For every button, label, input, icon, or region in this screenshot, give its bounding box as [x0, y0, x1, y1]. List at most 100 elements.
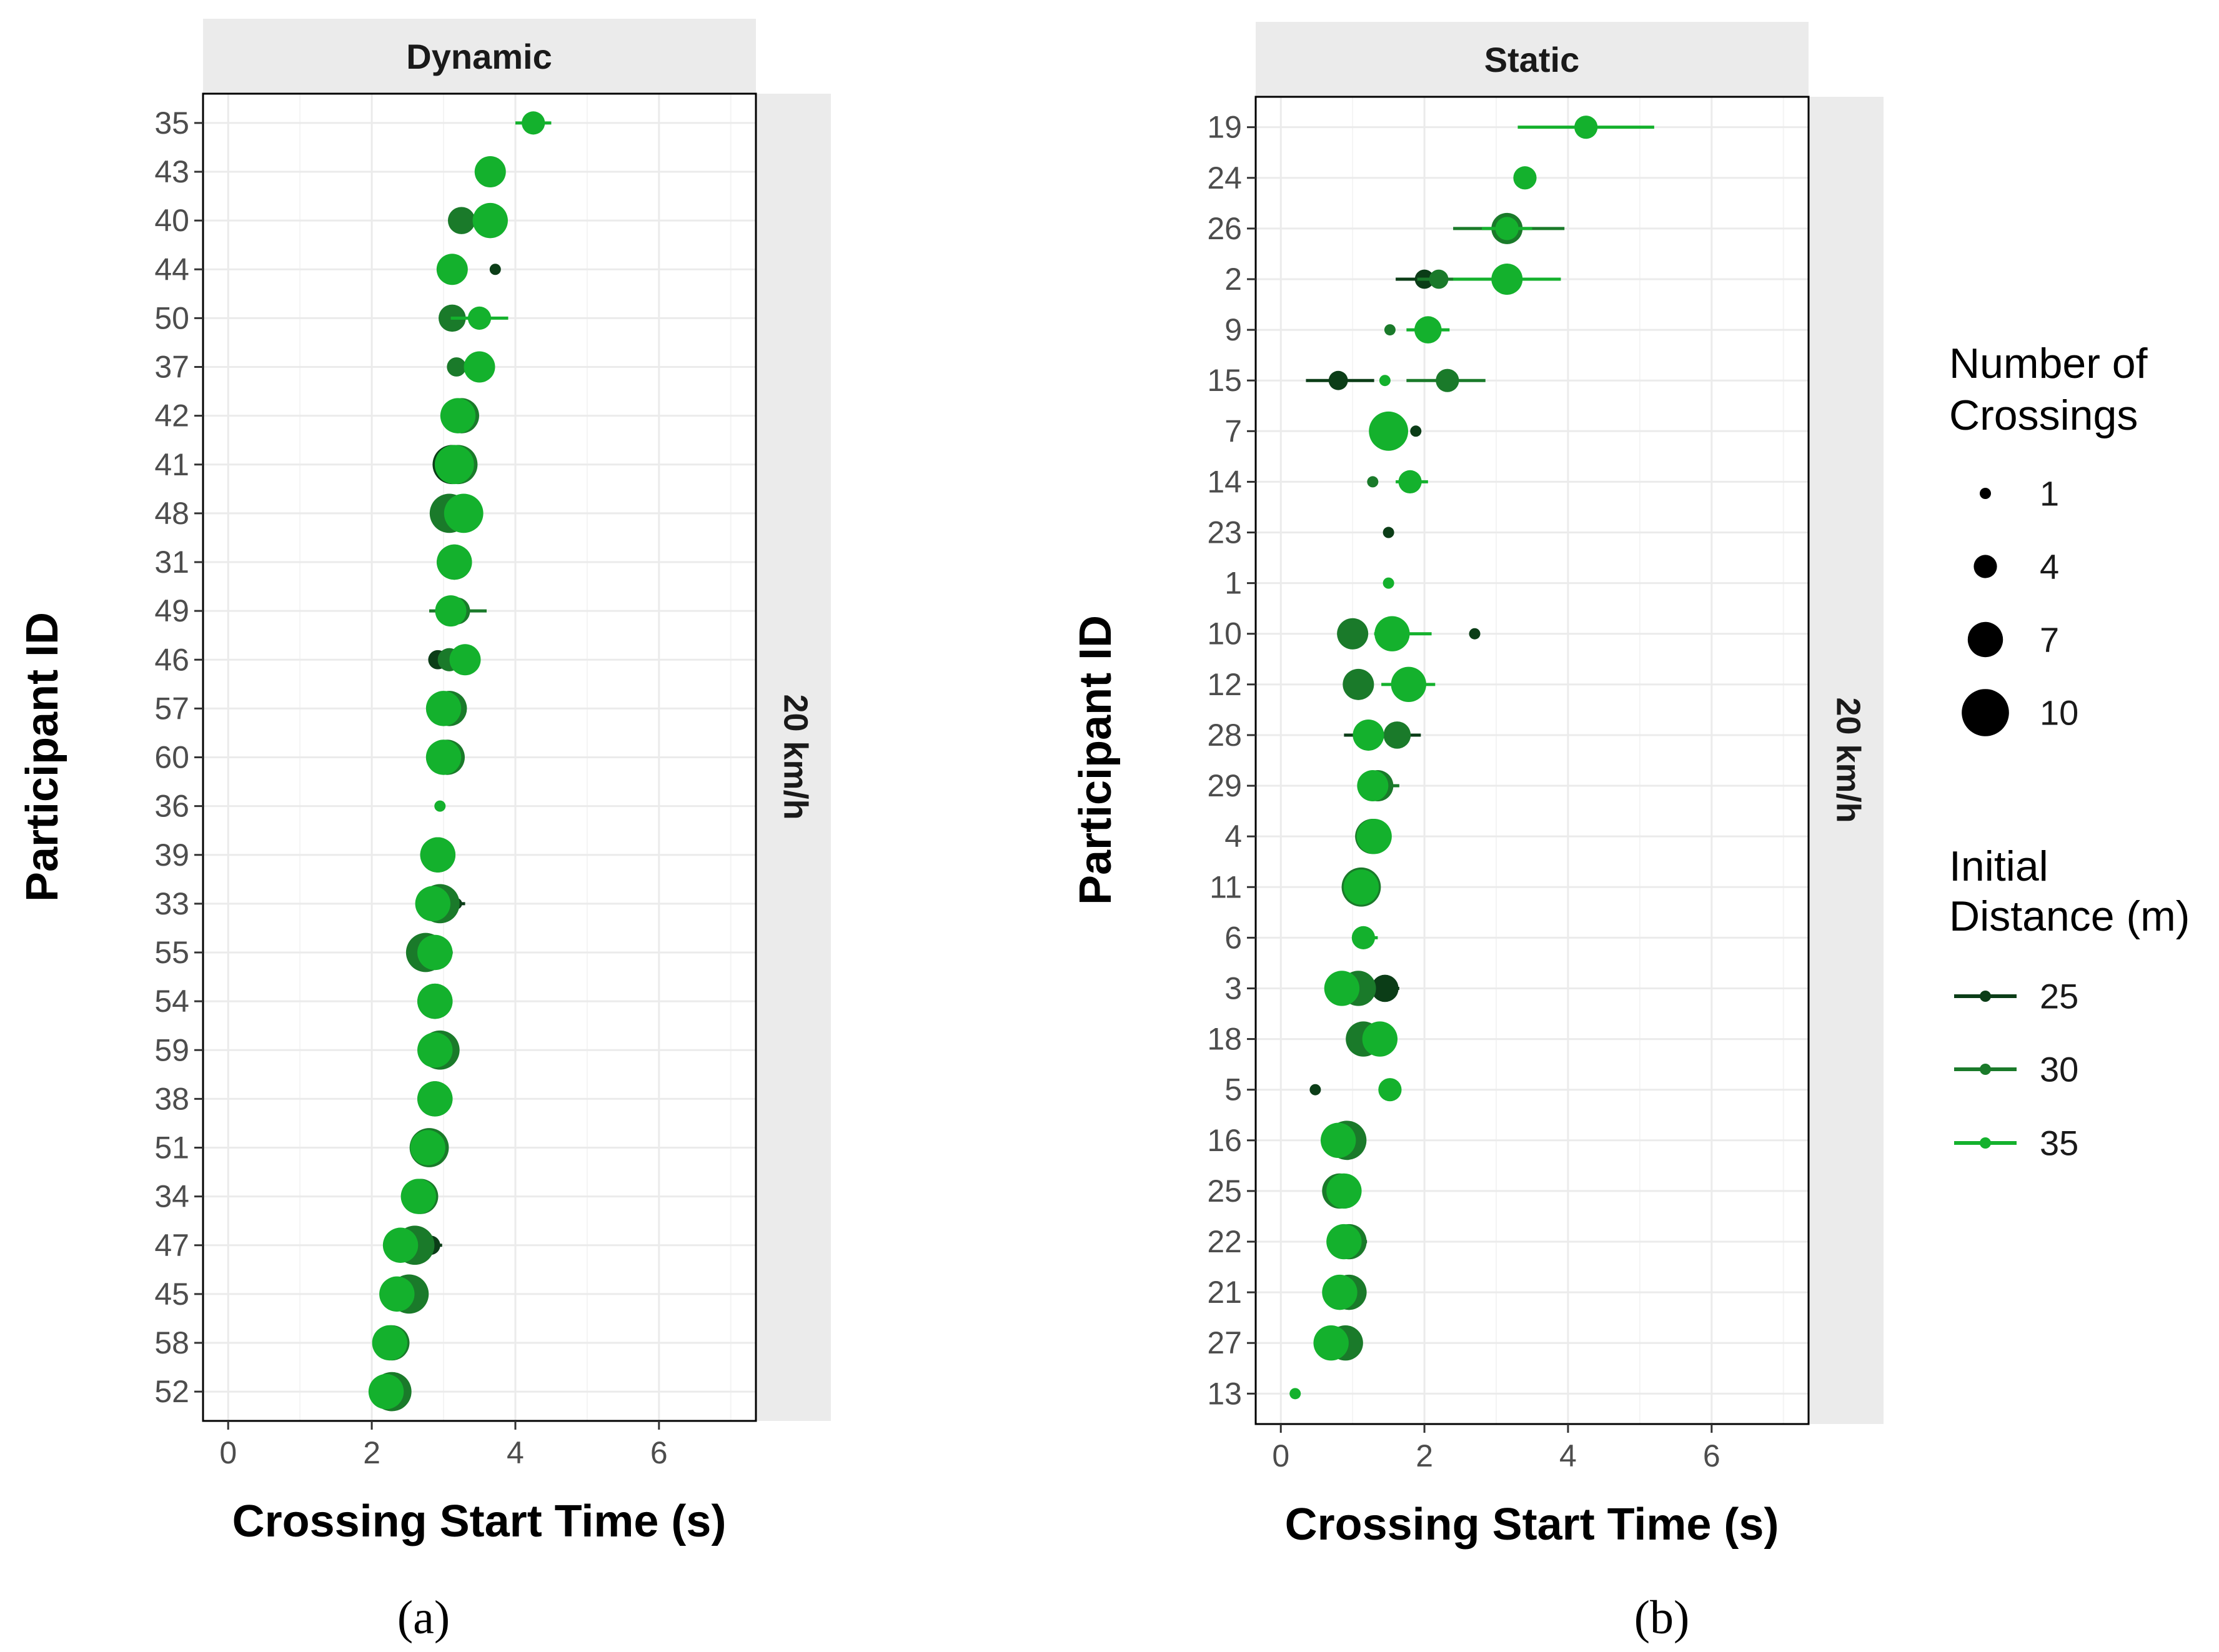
y-tick-label: 60 [154, 740, 189, 775]
panel-title-static: Static [1484, 40, 1580, 79]
color-legend-title-line1: Initial [1949, 843, 2048, 890]
size-legend-title-line2: Crossings [1949, 392, 2138, 439]
point-static-7-d25 [1410, 425, 1422, 437]
point-dynamic-39-d35 [420, 837, 456, 873]
point-dynamic-44-d35 [436, 254, 468, 285]
point-static-12-d35 [1391, 666, 1427, 703]
point-static-3-d35 [1324, 971, 1360, 1006]
point-static-2-d35 [1491, 263, 1523, 295]
size-legend-title-line1: Number of [1949, 340, 2148, 387]
point-static-29-d35 [1357, 770, 1389, 802]
panel-label-a: (a) [397, 1591, 450, 1644]
point-dynamic-54-d35 [417, 983, 453, 1019]
point-static-10-d35 [1374, 616, 1410, 651]
x-tick-label: 2 [1416, 1438, 1433, 1473]
y-tick-label: 43 [154, 154, 189, 189]
point-dynamic-42-d35 [440, 398, 476, 433]
size-legend-keys: 1 4 7 10 [1962, 474, 2078, 736]
y-tick-label: 25 [1207, 1174, 1242, 1209]
y-tick-label: 37 [154, 350, 189, 385]
point-static-9-d35 [1414, 316, 1442, 344]
facet-strip-dynamic [756, 94, 831, 1421]
point-static-19-d35 [1574, 116, 1598, 139]
panel-static: Static 20 km/h 1924262915714231101228294… [1071, 22, 1884, 1644]
point-dynamic-44-d25 [489, 264, 501, 275]
x-tick-label: 0 [219, 1435, 237, 1470]
point-dynamic-37-d35 [464, 351, 495, 383]
y-tick-label: 7 [1224, 413, 1242, 448]
y-tick-label: 39 [154, 838, 189, 873]
point-static-15-d25 [1328, 370, 1348, 390]
point-dynamic-31-d35 [437, 544, 472, 580]
point-static-5-d25 [1309, 1084, 1321, 1096]
y-tick-label: 24 [1207, 161, 1242, 195]
point-dynamic-36-d35 [434, 800, 446, 812]
y-tick-label: 3 [1224, 971, 1242, 1006]
point-dynamic-40-d30 [447, 207, 475, 234]
y-tick-label: 14 [1207, 464, 1242, 499]
y-tick-label: 9 [1224, 312, 1242, 347]
size-key-4 [1973, 555, 1997, 578]
color-key-label: 30 [2040, 1050, 2078, 1089]
x-axis-title-dynamic: Crossing Start Time (s) [232, 1496, 727, 1546]
point-static-14-d35 [1398, 470, 1422, 494]
point-static-28-d30 [1383, 721, 1411, 749]
x-tick-labels-dynamic: 0 2 4 6 [219, 1421, 668, 1470]
point-dynamic-50-d35 [467, 306, 492, 330]
y-tick-label: 2 [1224, 262, 1242, 297]
y-tick-label: 31 [154, 545, 189, 580]
point-static-24-d35 [1513, 166, 1537, 190]
facet-label-dynamic: 20 km/h [777, 694, 815, 819]
point-static-2-d30 [1429, 269, 1449, 289]
y-tick-label: 59 [154, 1032, 189, 1067]
panel-label-b: (b) [1634, 1591, 1690, 1644]
y-tick-label: 49 [154, 593, 189, 628]
point-dynamic-57-d35 [425, 691, 462, 726]
point-dynamic-43-d35 [474, 156, 506, 187]
y-tick-label: 11 [1209, 869, 1242, 904]
point-static-23-d25 [1383, 527, 1394, 538]
point-dynamic-49-d35 [435, 595, 467, 627]
point-static-22-d35 [1326, 1224, 1362, 1260]
point-static-15-d35 [1379, 375, 1391, 387]
point-static-27-d35 [1313, 1325, 1349, 1361]
point-static-25-d35 [1326, 1173, 1362, 1209]
panel-title-dynamic: Dynamic [406, 37, 552, 76]
y-tick-label: 50 [154, 300, 189, 335]
y-axis-title-dynamic: Participant ID [17, 612, 67, 902]
point-static-11-d35 [1343, 869, 1379, 905]
point-dynamic-45-d35 [379, 1276, 415, 1312]
y-tick-label: 12 [1207, 667, 1242, 702]
y-tick-label: 34 [154, 1179, 189, 1214]
y-tick-label: 46 [154, 642, 189, 677]
title-strip-dynamic [203, 19, 756, 94]
y-tick-label: 38 [154, 1081, 189, 1116]
y-tick-label: 22 [1207, 1224, 1242, 1259]
y-tick-label: 28 [1207, 718, 1242, 753]
size-key-7 [1967, 621, 2003, 658]
point-dynamic-35-d35 [522, 111, 545, 135]
plot-border-static [1254, 96, 1810, 1425]
point-static-18-d35 [1362, 1021, 1398, 1057]
size-key-label: 7 [2040, 620, 2059, 660]
x-tick-labels-static: 0 2 4 6 [1272, 1424, 1720, 1473]
y-tick-label: 6 [1224, 920, 1242, 955]
y-tick-label: 54 [154, 984, 189, 1019]
point-dynamic-41-d35 [434, 445, 474, 485]
color-key-dot-35 [1980, 1137, 1991, 1149]
y-tick-label: 57 [154, 691, 189, 726]
y-tick-label: 13 [1207, 1376, 1242, 1411]
y-tick-label: 52 [154, 1374, 189, 1409]
point-static-4-d35 [1356, 818, 1392, 854]
size-key-label: 4 [2040, 547, 2059, 586]
point-dynamic-46-d35 [449, 644, 481, 676]
y-tick-label: 45 [154, 1277, 189, 1312]
color-key-dot-30 [1980, 1064, 1991, 1075]
y-tick-label: 16 [1207, 1123, 1242, 1158]
point-static-26-d35 [1495, 217, 1519, 240]
y-tick-label: 15 [1207, 363, 1242, 398]
color-key-label: 35 [2040, 1124, 2078, 1163]
point-dynamic-47-d35 [382, 1227, 419, 1263]
size-key-1 [1980, 488, 1991, 499]
